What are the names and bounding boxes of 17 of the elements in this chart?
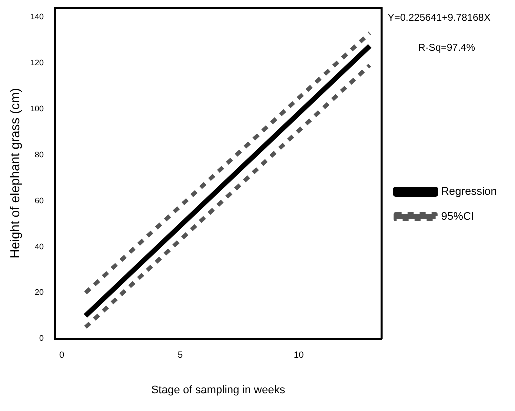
y-tick-label: 100 (30, 104, 44, 114)
legend-label: 95%CI (441, 211, 474, 224)
y-tick-label: 80 (35, 150, 44, 160)
x-tick-label: 0 (60, 350, 65, 360)
y-tick-label: 120 (30, 58, 44, 68)
y-tick-label: 40 (35, 242, 44, 252)
x-tick-label: 5 (178, 350, 184, 360)
y-tick-label: 20 (35, 288, 44, 298)
x-tick-label: 10 (294, 350, 304, 360)
text: Y=0.225641+9.78168X (388, 12, 492, 24)
y-tick-label: 60 (35, 196, 44, 206)
y-tick-label: 0 (39, 334, 44, 344)
legend-label: Regression (441, 186, 497, 198)
y-tick-label: 140 (30, 12, 44, 22)
text: R-Sq=97.4% (418, 42, 476, 54)
y-axis-title: Height of elephant grass (cm) (7, 88, 22, 259)
x-axis-title: Stage of sampling in weeks (151, 384, 286, 396)
